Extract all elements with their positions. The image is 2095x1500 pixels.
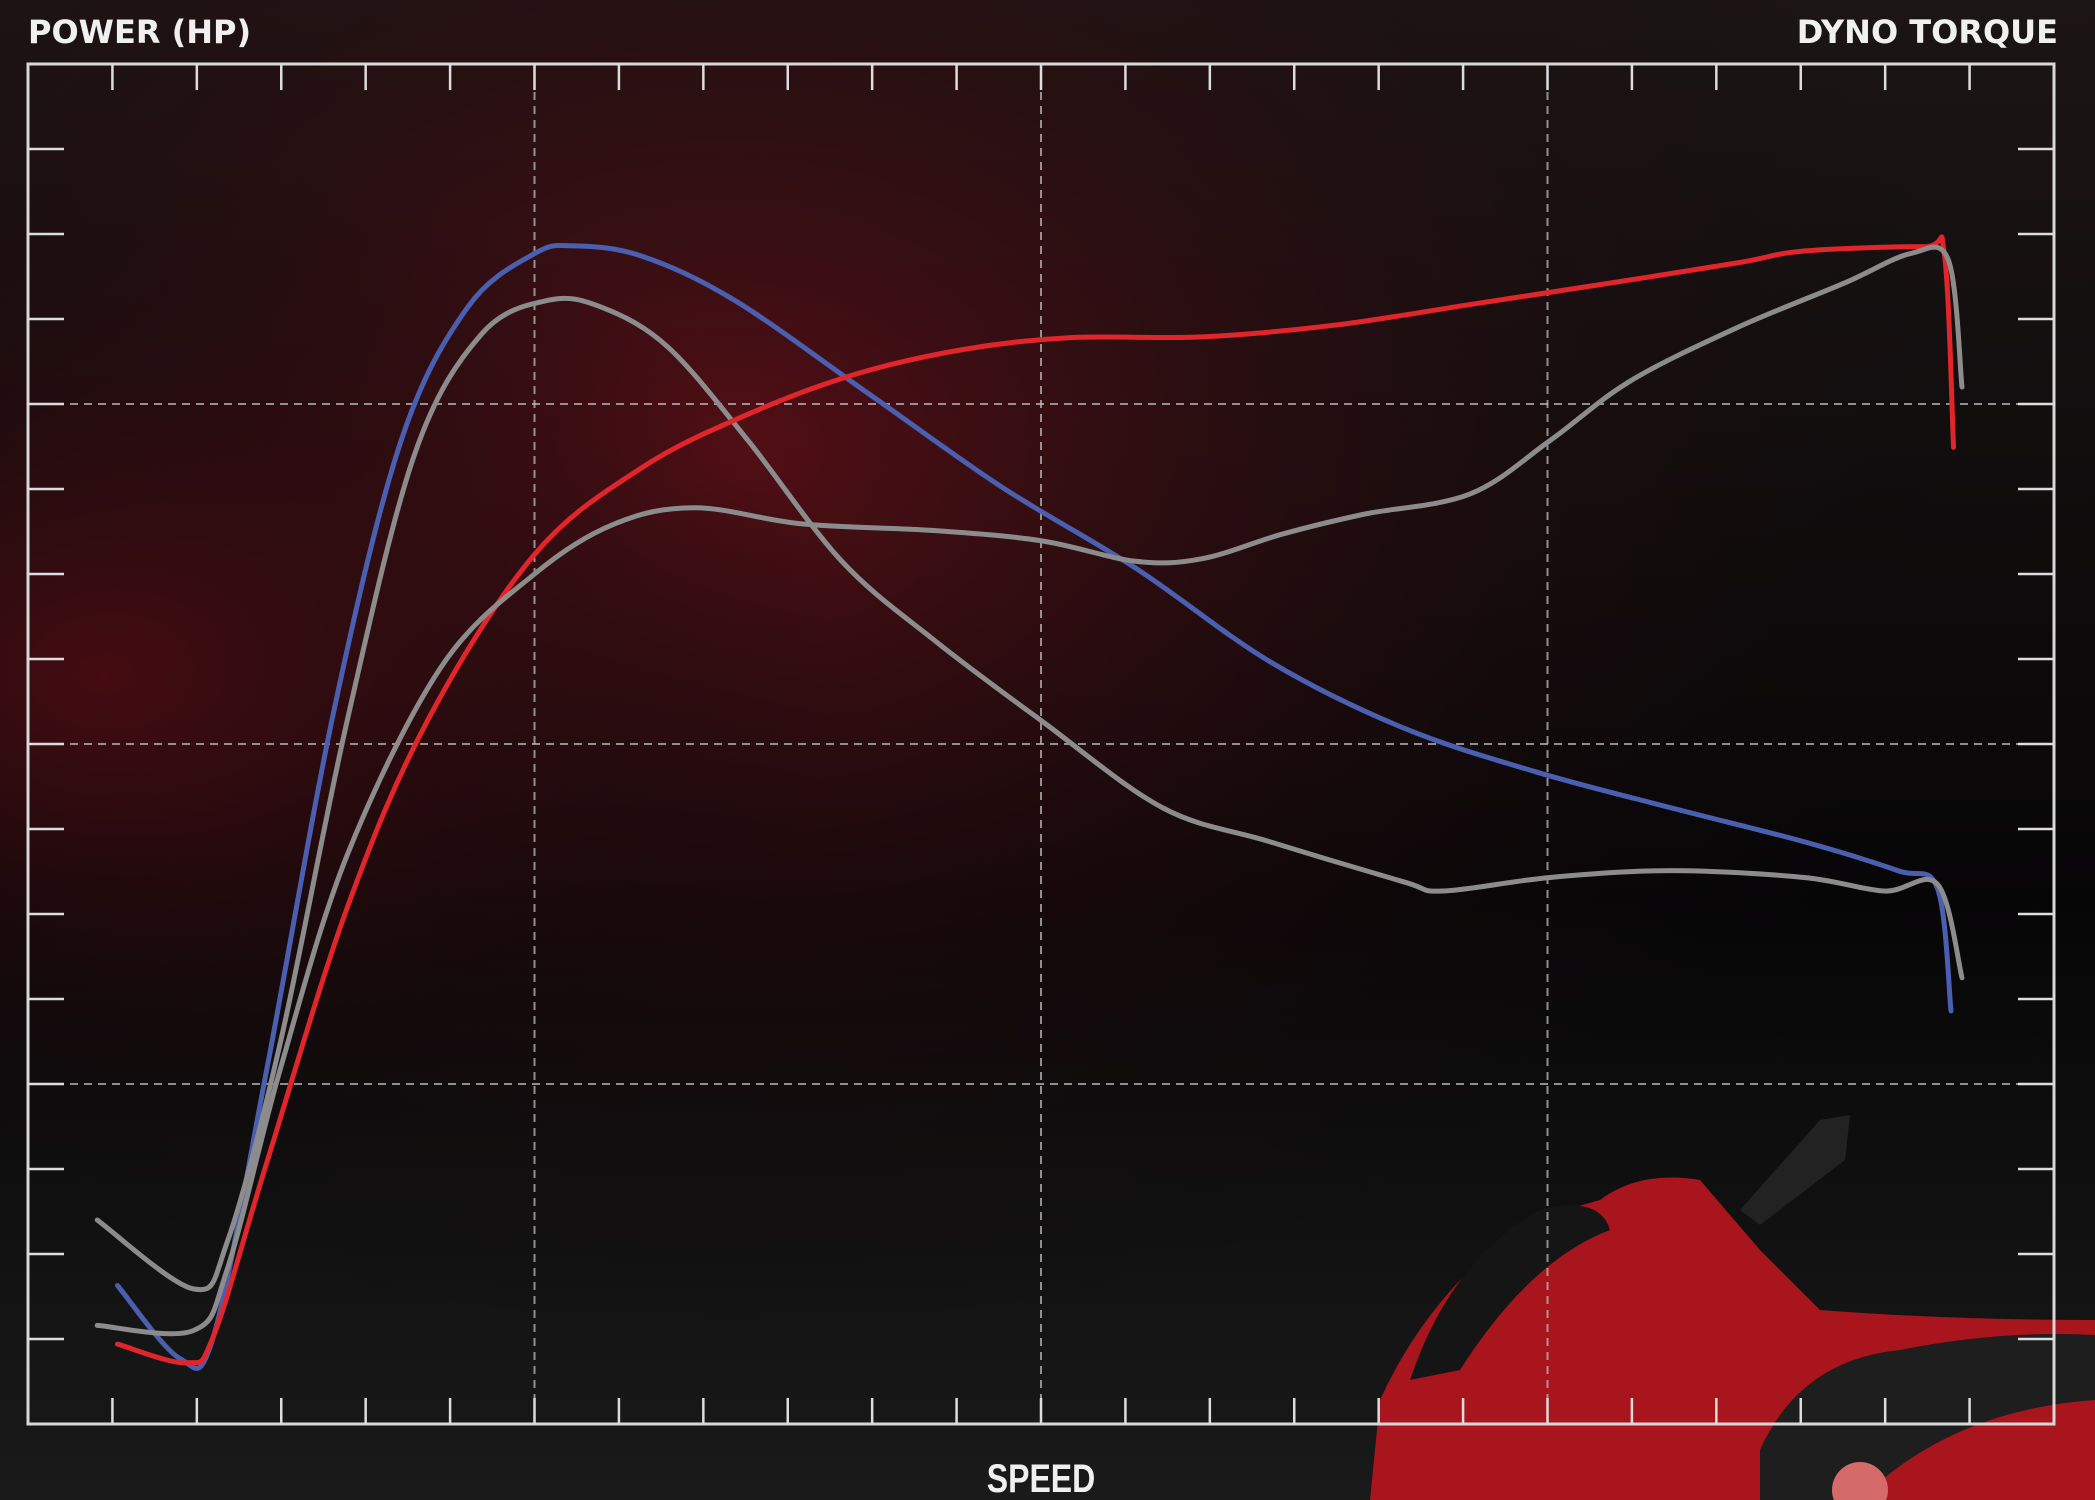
series-line xyxy=(94,244,1965,1337)
right-title: DYNO TORQUE xyxy=(1797,13,2058,51)
chart-title: POWER (HP) xyxy=(28,13,251,51)
series-line xyxy=(114,234,1957,1366)
x-axis-label: SPEED xyxy=(987,1456,1095,1500)
scooter xyxy=(1370,1115,2095,1500)
series-line xyxy=(114,242,1954,1371)
series-line xyxy=(94,295,1965,1293)
